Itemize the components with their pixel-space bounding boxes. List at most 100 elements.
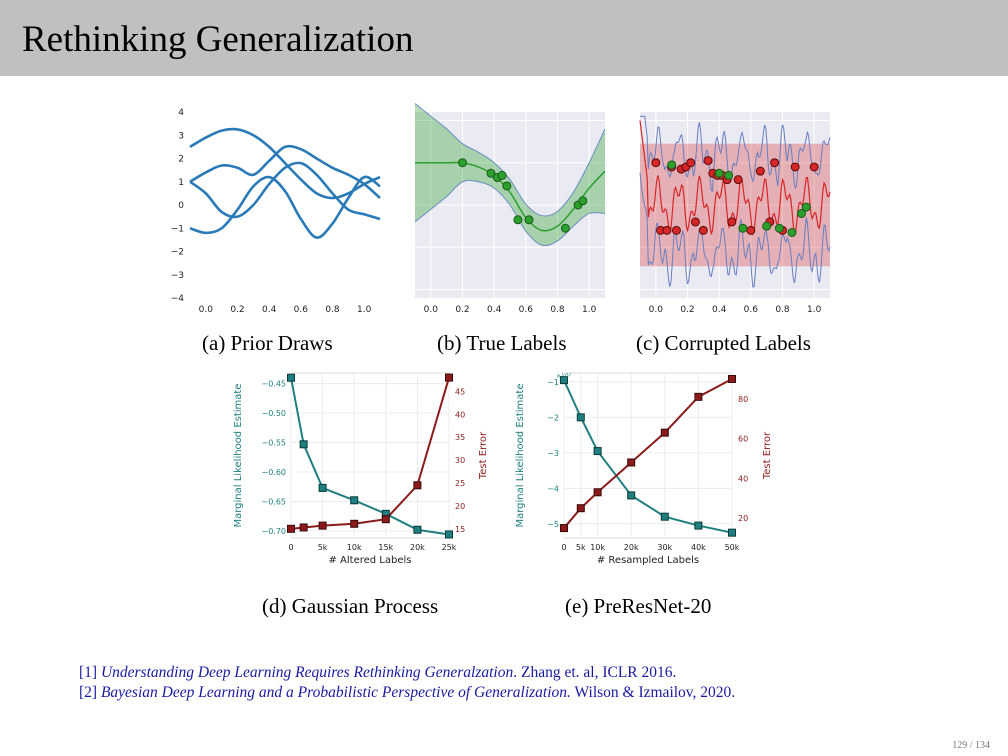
prior-draws-ytick-label: 4 bbox=[178, 108, 184, 118]
gaussian-process-test-error-marker bbox=[445, 373, 453, 382]
prior-draws-ytick-label: 2 bbox=[178, 155, 184, 165]
corrupted-labels-xtick-label: 0.8 bbox=[775, 305, 790, 315]
preresnet-xtick-label: 50k bbox=[725, 543, 740, 552]
preresnet-xtick-label: 10k bbox=[590, 543, 605, 552]
preresnet-left-tick-label: −1 bbox=[547, 378, 559, 387]
corrupted-labels-xtick-label: 0.0 bbox=[649, 305, 664, 315]
gaussian-process-marginal-likelihood-marker bbox=[299, 440, 308, 449]
caption-prior-draws: (a) Prior Draws bbox=[202, 331, 333, 355]
preresnet-test-error-marker bbox=[576, 504, 585, 513]
true-labels-point bbox=[458, 158, 467, 168]
gaussian-process-left-tick-label: −0.50 bbox=[261, 409, 286, 418]
corrupted-labels-green-point bbox=[738, 223, 748, 233]
corrupted-labels-red-point bbox=[671, 225, 681, 235]
page-number: 129 / 134 bbox=[952, 740, 990, 751]
prior-draw-line-1 bbox=[189, 127, 381, 200]
corrupted-labels-red-point bbox=[662, 225, 672, 235]
slide-title: Rethinking Generalization bbox=[22, 19, 414, 60]
reference-2-number: [2] bbox=[79, 684, 98, 701]
corrupted-labels-red-point bbox=[698, 225, 708, 235]
preresnet-plot-area bbox=[563, 372, 733, 539]
corrupted-labels-red-point bbox=[690, 217, 700, 227]
prior-draws-ytick-label: −3 bbox=[171, 271, 184, 281]
prior-draw-line-4 bbox=[189, 175, 381, 239]
preresnet-test-error-marker bbox=[627, 458, 636, 467]
corrupted-labels-red-point bbox=[727, 217, 737, 227]
corrupted-labels-red-point bbox=[755, 166, 765, 176]
corrupted-labels-red-point bbox=[790, 162, 800, 172]
prior-draws-ytick-label: 0 bbox=[178, 201, 184, 211]
corrupted-labels-red-point bbox=[686, 158, 696, 168]
gaussian-process-xtick-label: 25k bbox=[442, 543, 457, 552]
gaussian-process-left-tick-label: −0.70 bbox=[261, 527, 286, 536]
gaussian-process-right-axis-label: Test Error bbox=[478, 431, 489, 480]
prior-draws-xtick-label: 0.0 bbox=[199, 305, 214, 315]
caption-true-labels: (b) True Labels bbox=[437, 331, 567, 355]
preresnet-left-tick-label: −4 bbox=[547, 484, 559, 493]
gaussian-process-test-error-marker bbox=[413, 481, 422, 490]
true-labels-mean-line bbox=[415, 161, 606, 232]
reference-2: [2] Bayesian Deep Learning and a Probabi… bbox=[79, 684, 735, 702]
prior-draws-xtick-label: 0.6 bbox=[294, 305, 309, 315]
gaussian-process-right-tick-label: 45 bbox=[455, 387, 465, 396]
corrupted-labels-green-point bbox=[724, 170, 734, 180]
gaussian-process-xtick-label: 20k bbox=[410, 543, 425, 552]
gaussian-process-x-axis-label: # Altered Labels bbox=[328, 555, 411, 566]
gaussian-process-xtick-label: 0 bbox=[288, 543, 293, 552]
preresnet-marginal-likelihood-marker bbox=[728, 528, 736, 537]
preresnet-right-axis-label: Test Error bbox=[762, 431, 773, 480]
corrupted-labels-band-lower bbox=[639, 172, 831, 288]
gaussian-process-plot-area bbox=[290, 372, 450, 539]
caption-corrupted-labels: (c) Corrupted Labels bbox=[636, 331, 811, 355]
reference-1-details: . Zhang et. al, ICLR 2016. bbox=[513, 664, 677, 681]
preresnet-left-tick-label: −3 bbox=[547, 449, 559, 458]
preresnet-scale-note: ×10⁷ bbox=[556, 373, 572, 380]
reference-1: [1] Understanding Deep Learning Requires… bbox=[79, 664, 676, 682]
corrupted-labels-green-point bbox=[762, 221, 772, 231]
caption-gaussian-process: (d) Gaussian Process bbox=[262, 594, 439, 618]
true-labels-xtick-label: 0.6 bbox=[519, 305, 534, 315]
true-labels-confidence-band bbox=[415, 103, 605, 246]
reference-1-title[interactable]: Understanding Deep Learning Requires Ret… bbox=[100, 664, 514, 681]
reference-2-details: Wilson & Izmailov, 2020. bbox=[570, 684, 736, 701]
true-labels-point bbox=[497, 170, 507, 180]
prior-draws-ytick-label: −2 bbox=[171, 248, 184, 258]
preresnet-marginal-likelihood-marker bbox=[694, 521, 703, 530]
gaussian-process-left-tick-label: −0.60 bbox=[261, 468, 286, 477]
true-labels-xtick-label: 0.2 bbox=[455, 305, 469, 315]
preresnet-test-error-marker bbox=[728, 374, 736, 383]
gaussian-process-left-tick-label: −0.65 bbox=[261, 497, 286, 506]
preresnet-test-error-marker bbox=[660, 428, 669, 437]
gaussian-process-test-error-marker bbox=[318, 521, 327, 530]
preresnet-marginal-likelihood-marker bbox=[576, 413, 585, 422]
prior-draws-xtick-label: 0.4 bbox=[262, 305, 277, 315]
gaussian-process-marginal-likelihood-marker bbox=[350, 496, 359, 505]
prior-draws-ytick-label: 1 bbox=[178, 178, 184, 188]
corrupted-labels-xtick-label: 1.0 bbox=[807, 305, 822, 315]
gaussian-process-right-tick-label: 15 bbox=[455, 525, 465, 534]
corrupted-labels-xtick-label: 0.2 bbox=[680, 305, 694, 315]
gaussian-process-left-tick-label: −0.45 bbox=[261, 380, 286, 389]
prior-draw-line-3 bbox=[189, 161, 381, 221]
corrupted-labels-red-point bbox=[703, 156, 713, 166]
true-labels-xtick-label: 1.0 bbox=[582, 305, 597, 315]
preresnet-x-axis-label: # Resampled Labels bbox=[597, 555, 699, 566]
true-labels-point bbox=[513, 215, 523, 225]
true-labels-point bbox=[524, 215, 534, 225]
preresnet-left-tick-label: −2 bbox=[547, 413, 559, 422]
gaussian-process-marginal-likelihood-marker bbox=[287, 373, 295, 382]
true-labels-point bbox=[578, 196, 588, 206]
preresnet-xtick-label: 5k bbox=[576, 543, 586, 552]
gaussian-process-test-error-marker bbox=[287, 524, 295, 533]
reference-2-title[interactable]: Bayesian Deep Learning and a Probabilist… bbox=[100, 684, 571, 701]
prior-draws-xtick-label: 0.2 bbox=[230, 305, 244, 315]
gaussian-process-right-tick-label: 40 bbox=[455, 410, 465, 419]
prior-draws-xtick-label: 0.8 bbox=[325, 305, 340, 315]
prior-draw-line-2 bbox=[189, 144, 381, 200]
corrupted-labels-green-point bbox=[801, 202, 811, 212]
true-labels-xtick-label: 0.8 bbox=[550, 305, 565, 315]
preresnet-marginal-likelihood-marker bbox=[660, 512, 669, 521]
gaussian-process-test-error-marker bbox=[299, 523, 308, 532]
corrupted-labels-xtick-label: 0.6 bbox=[744, 305, 759, 315]
true-labels-point bbox=[560, 223, 570, 233]
